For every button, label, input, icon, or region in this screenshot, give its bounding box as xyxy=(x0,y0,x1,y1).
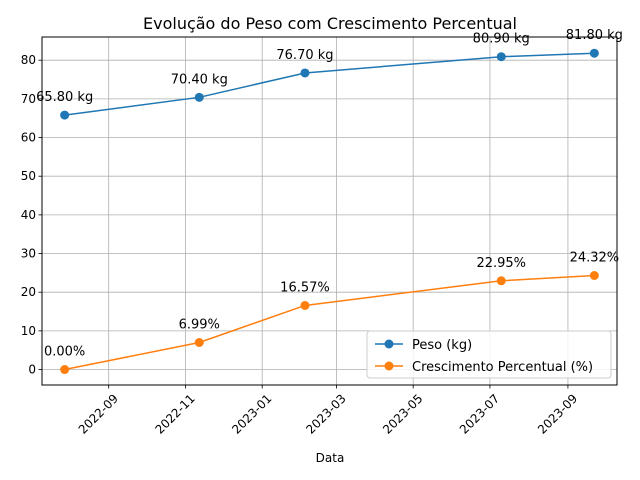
y-tick-label: 10 xyxy=(21,324,36,338)
data-point xyxy=(300,68,310,78)
data-label: 81.80 kg xyxy=(566,28,623,43)
y-tick-label: 30 xyxy=(21,247,36,261)
series-0: 65.80 kg 70.40 kg 76.70 kg 80.90 kg 81.80 kg xyxy=(36,28,623,120)
data-label: 0.00% xyxy=(44,345,85,360)
y-tick-label: 20 xyxy=(21,285,36,299)
legend-item: Crescimento Percentual (%) xyxy=(375,360,593,375)
chart-title: Evolução do Peso com Crescimento Percent… xyxy=(143,14,517,33)
x-tick-label: 2022-09 xyxy=(76,391,121,436)
x-tick-label: 2023-03 xyxy=(303,391,348,436)
data-point xyxy=(496,276,506,286)
x-tick-label: 2022-11 xyxy=(152,391,197,436)
data-label: 65.80 kg xyxy=(36,90,93,105)
data-label: 80.90 kg xyxy=(473,32,530,47)
data-point xyxy=(60,365,70,375)
data-point xyxy=(589,270,599,280)
y-tick-label: 0 xyxy=(28,363,36,377)
data-label: 6.99% xyxy=(179,318,220,333)
legend-label: Crescimento Percentual (%) xyxy=(412,360,593,375)
legend-box xyxy=(366,330,612,379)
data-label: 24.32% xyxy=(570,250,620,265)
data-point xyxy=(496,52,506,62)
x-tick-label: 2023-09 xyxy=(535,391,580,436)
x-tick-label: 2023-01 xyxy=(229,391,274,436)
y-tick-label: 70 xyxy=(21,92,36,106)
y-tick-label: 50 xyxy=(21,169,36,183)
data-label: 16.57% xyxy=(280,280,330,295)
legend-swatch-marker xyxy=(384,339,394,349)
data-label: 22.95% xyxy=(476,256,526,271)
legend-swatch-marker xyxy=(384,361,394,371)
x-axis: 2022-09 2022-11 2023-01 2023-03 2023-05 2023-… xyxy=(76,385,580,437)
data-point xyxy=(60,110,70,120)
x-tick-label: 2023-07 xyxy=(457,391,502,436)
legend: Peso (kg) Crescimento Percentual (%) xyxy=(366,330,612,379)
x-tick-label: 2023-05 xyxy=(380,391,425,436)
y-tick-label: 40 xyxy=(21,208,36,222)
data-point xyxy=(589,48,599,58)
y-tick-label: 80 xyxy=(21,53,36,67)
series-layer: 65.80 kg 70.40 kg 76.70 kg 80.90 kg 81.80 kg… xyxy=(36,28,623,375)
y-tick-label: 60 xyxy=(21,131,36,145)
data-point xyxy=(300,300,310,310)
plot-frame xyxy=(41,36,618,386)
data-point xyxy=(194,92,204,102)
data-point xyxy=(194,338,204,348)
series-1: 0.00% 6.99% 16.57% 22.95% 24.32% xyxy=(44,250,620,375)
x-axis-label: Data xyxy=(316,451,345,465)
legend-item: Peso (kg) xyxy=(375,338,472,353)
y-axis: 0 10 20 30 40 50 60 70 80 xyxy=(21,53,42,377)
grid xyxy=(42,37,617,385)
data-label: 70.40 kg xyxy=(171,72,228,87)
legend-label: Peso (kg) xyxy=(412,338,472,353)
data-label: 76.70 kg xyxy=(276,48,333,63)
